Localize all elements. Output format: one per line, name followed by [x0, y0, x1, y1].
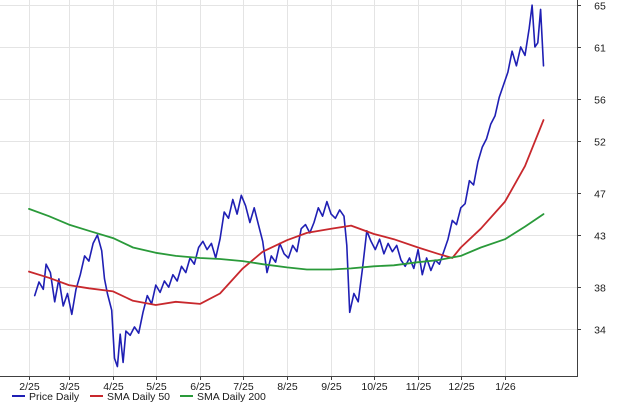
- x-tick-label: 3/25: [59, 381, 80, 393]
- y-tick-label: 65: [594, 1, 606, 13]
- x-tick-label: 9/25: [321, 381, 342, 393]
- x-tick-label: 12/25: [448, 381, 474, 393]
- x-tick-label: 8/25: [277, 381, 298, 393]
- y-tick-label: 34: [594, 325, 606, 337]
- y-tick-label: 61: [594, 43, 606, 55]
- series-lines: [28, 4, 545, 368]
- legend-label-sma-daily-50: SMA Daily 50: [107, 391, 170, 403]
- series-line-price-daily: [33, 4, 545, 368]
- legend-label-sma-daily-200: SMA Daily 200: [197, 391, 266, 403]
- x-tick-label: 11/25: [406, 381, 432, 393]
- series-line-sma-daily-200: [28, 207, 545, 271]
- plot-area: [0, 0, 578, 376]
- grid-lines: [0, 0, 577, 376]
- x-tick-label: 1/26: [495, 381, 516, 393]
- y-tick-label: 38: [594, 283, 606, 295]
- x-axis-ticks: 2/25 3/25 4/25 5/25 6/25 7/25 8/25 9/25 10/25 11/…: [19, 376, 516, 393]
- y-axis-ticks: 34 38 43 47 52 56 61 65: [577, 1, 606, 337]
- y-tick-label: 47: [594, 189, 606, 201]
- x-tick-label: 5/25: [146, 381, 167, 393]
- x-tick-label: 7/25: [233, 381, 254, 393]
- legend: Price Daily SMA Daily 50 SMA Daily 200: [12, 391, 266, 403]
- x-tick-label: 10/25: [361, 381, 387, 393]
- legend-label-price-daily: Price Daily: [29, 391, 80, 403]
- x-tick-label: 6/25: [190, 381, 211, 393]
- x-tick-label: 4/25: [103, 381, 124, 393]
- y-tick-label: 43: [594, 231, 606, 243]
- x-tick-label: 2/25: [19, 381, 40, 393]
- series-line-sma-daily-50: [28, 119, 545, 306]
- y-tick-label: 56: [594, 95, 606, 107]
- axes: [0, 0, 578, 377]
- y-tick-label: 52: [594, 137, 606, 149]
